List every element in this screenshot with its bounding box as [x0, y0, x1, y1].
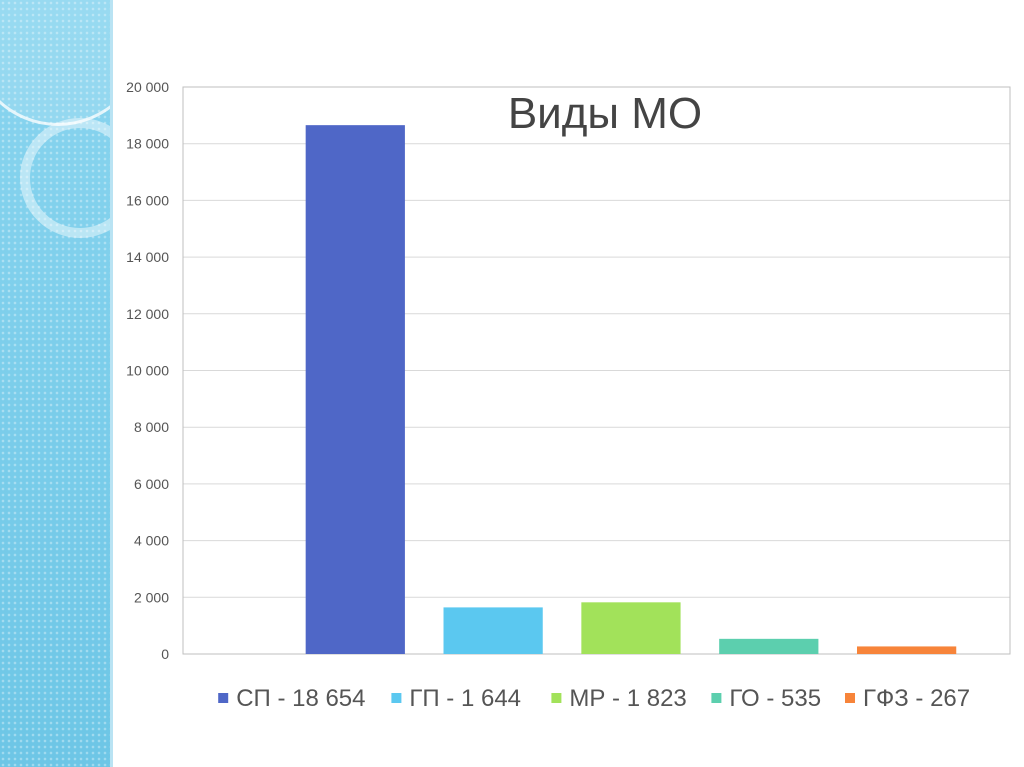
legend-label: ГО - 535 — [729, 685, 821, 712]
legend-swatch — [711, 693, 722, 703]
bar — [719, 638, 819, 654]
y-tick-label: 18 000 — [126, 136, 169, 152]
bar — [857, 646, 957, 654]
legend-label: СП - 18 654 — [236, 685, 365, 712]
legend-label: ГФЗ - 267 — [863, 685, 970, 712]
side-band-edge — [110, 0, 113, 767]
legend-swatch — [551, 693, 562, 703]
legend-swatch — [391, 693, 402, 703]
bar — [581, 602, 681, 654]
decorative-ring — [20, 118, 110, 238]
legend-label: ГП - 1 644 — [409, 685, 521, 712]
y-tick-label: 10 000 — [126, 363, 169, 379]
y-tick-label: 8 000 — [134, 419, 169, 435]
y-tick-label: 12 000 — [126, 306, 169, 322]
y-tick-label: 0 — [161, 646, 169, 662]
bars — [305, 125, 957, 654]
y-tick-label: 16 000 — [126, 192, 169, 208]
y-tick-label: 2 000 — [134, 589, 169, 605]
legend-label: МР - 1 823 — [569, 685, 686, 712]
bar — [305, 125, 405, 654]
y-tick-label: 20 000 — [126, 79, 169, 95]
decorative-circle — [0, 0, 110, 126]
legend: СП - 18 654 ГП - 1 644 МР - 1 823 ГО - 535 Г… — [218, 685, 970, 712]
decorative-side-band — [0, 0, 110, 767]
legend-swatch — [845, 693, 855, 703]
y-axis-ticks: 0 2 000 4 000 6 000 8 000 10 000 12 000 14 000 1… — [126, 79, 169, 662]
chart-title: Виды МО — [508, 89, 702, 138]
y-tick-label: 4 000 — [134, 533, 169, 549]
y-tick-label: 14 000 — [126, 249, 169, 265]
legend-swatch — [218, 693, 229, 703]
y-tick-label: 6 000 — [134, 476, 169, 492]
bar — [443, 607, 543, 654]
